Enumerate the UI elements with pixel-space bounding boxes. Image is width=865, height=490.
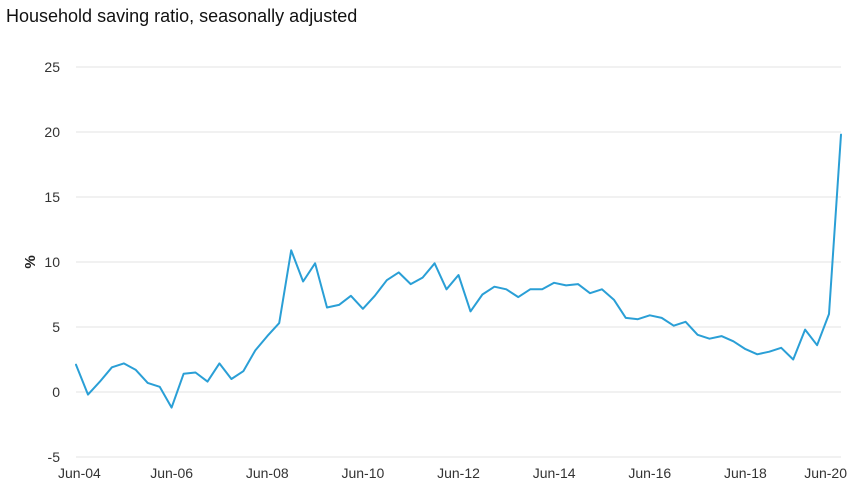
x-tick-label: Jun-10	[341, 465, 384, 481]
x-tick-label: Jun-16	[628, 465, 671, 481]
x-tick-label: Jun-04	[58, 465, 101, 481]
x-tick-label: Jun-18	[724, 465, 767, 481]
y-tick-label: 20	[44, 124, 60, 140]
x-tick-label: Jun-12	[437, 465, 480, 481]
gridlines	[76, 66, 841, 458]
y-tick-label: -5	[48, 449, 61, 465]
y-tick-label: 15	[44, 189, 60, 205]
x-axis-tick-labels: Jun-04 Jun-06 Jun-08 Jun-10 Jun-12 Jun-14 Jun-…	[58, 465, 847, 481]
y-tick-label: 5	[52, 319, 60, 335]
series-line	[75, 133, 842, 409]
y-tick-label: 0	[52, 384, 60, 400]
x-tick-label: Jun-06	[150, 465, 193, 481]
x-tick-label: Jun-14	[533, 465, 576, 481]
series-layer	[75, 133, 842, 409]
y-tick-label: 10	[44, 254, 60, 270]
y-axis-title: %	[22, 255, 39, 268]
y-axis-tick-labels: -5 0 5 10 15 20 25	[44, 59, 60, 465]
x-tick-label: Jun-08	[246, 465, 289, 481]
x-tick-label: Jun-20	[804, 465, 847, 481]
chart-title: Household saving ratio, seasonally adjus…	[6, 6, 358, 26]
y-tick-label: 25	[44, 59, 60, 75]
